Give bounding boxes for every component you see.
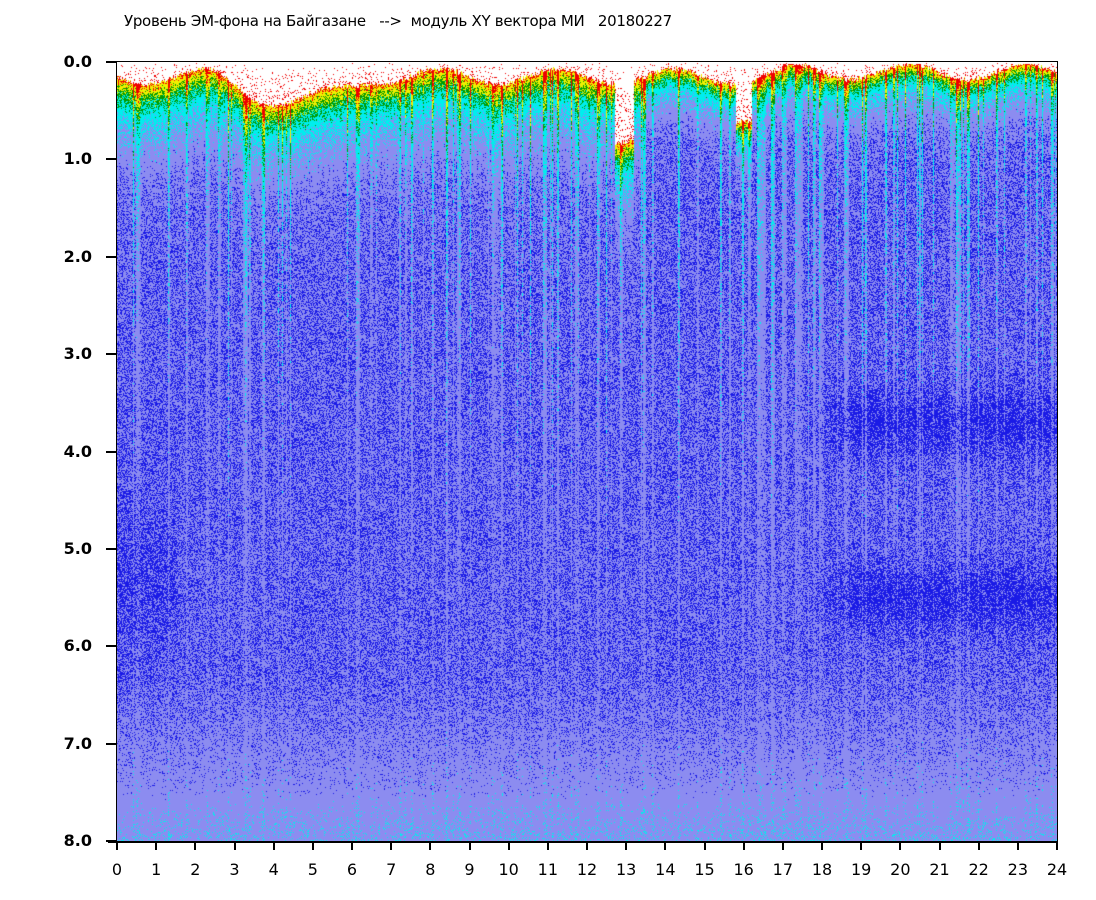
x-tick-label: 11: [537, 860, 558, 879]
x-tick-mark: [272, 842, 275, 850]
y-tick-mark: [106, 840, 116, 842]
x-tick-label: 2: [190, 860, 201, 879]
y-tick-mark: [106, 61, 116, 63]
x-tick-label: 23: [1007, 860, 1028, 879]
x-tick-mark: [781, 842, 784, 850]
x-tick-label: 5: [307, 860, 318, 879]
y-tick-mark: [106, 742, 116, 745]
x-axis-line: [108, 841, 1058, 843]
x-tick-mark: [390, 842, 393, 850]
x-tick-label: 16: [733, 860, 754, 879]
x-tick-mark: [194, 842, 197, 850]
x-tick-mark: [977, 842, 980, 850]
x-tick-mark: [664, 842, 667, 850]
x-tick-label: 0: [111, 860, 123, 879]
heatmap-canvas: [117, 62, 1057, 841]
y-tick-label: 0.0: [63, 52, 92, 71]
x-tick-label: 3: [229, 860, 240, 879]
y-tick-mark: [106, 547, 116, 550]
y-tick-mark: [106, 255, 116, 258]
x-tick-mark: [899, 842, 902, 850]
x-tick-label: 10: [498, 860, 519, 879]
x-tick-label: 6: [346, 860, 358, 879]
y-tick-label: 6.0: [63, 636, 92, 656]
x-tick-label: 17: [772, 860, 793, 879]
x-tick-label: 14: [655, 860, 676, 879]
x-tick-mark: [703, 842, 706, 850]
y-tick-mark: [106, 158, 116, 161]
x-tick-label: 7: [386, 860, 397, 879]
x-tick-mark: [155, 842, 158, 850]
x-tick-mark: [546, 842, 549, 850]
x-tick-label: 13: [615, 860, 637, 879]
x-tick-label: 19: [850, 860, 872, 879]
x-tick-mark: [116, 842, 118, 850]
x-tick-label: 4: [268, 860, 279, 879]
x-tick-mark: [233, 842, 236, 850]
x-tick-label: 15: [694, 860, 715, 879]
y-tick-mark: [106, 353, 116, 356]
x-tick-label: 20: [890, 860, 911, 879]
y-tick-mark: [106, 645, 116, 648]
x-tick-mark: [586, 842, 588, 850]
y-tick-label: 4.0: [63, 441, 92, 461]
x-tick-mark: [742, 842, 745, 850]
x-tick-mark: [429, 842, 432, 850]
y-tick-label: 5.0: [63, 538, 92, 558]
y-tick-label: 7.0: [63, 733, 92, 753]
x-tick-label: 8: [425, 860, 436, 879]
x-tick-mark: [1016, 842, 1019, 850]
x-tick-label: 1: [151, 860, 162, 879]
x-tick-label: 21: [929, 860, 950, 879]
x-tick-mark: [311, 842, 314, 850]
x-tick-mark: [625, 842, 628, 850]
x-tick-label: 9: [464, 860, 475, 879]
y-tick-label: 2.0: [63, 246, 92, 266]
x-tick-mark: [507, 842, 510, 850]
x-tick-label: 18: [811, 860, 833, 879]
chart-title: Уровень ЭМ-фона на Байгазане --> модуль …: [124, 12, 672, 30]
x-tick-mark: [351, 842, 353, 850]
y-tick-label: 3.0: [63, 344, 92, 364]
x-tick-mark: [938, 842, 941, 850]
y-tick-mark: [106, 450, 116, 453]
x-tick-label: 12: [576, 860, 598, 879]
x-tick-mark: [860, 842, 863, 850]
y-tick-label: 8.0: [63, 831, 92, 850]
x-tick-mark: [468, 842, 471, 850]
x-tick-mark: [1056, 842, 1058, 850]
x-tick-label: 24: [1046, 860, 1068, 879]
y-tick-label: 1.0: [63, 149, 92, 169]
x-tick-label: 22: [968, 860, 989, 879]
x-tick-mark: [821, 842, 823, 850]
